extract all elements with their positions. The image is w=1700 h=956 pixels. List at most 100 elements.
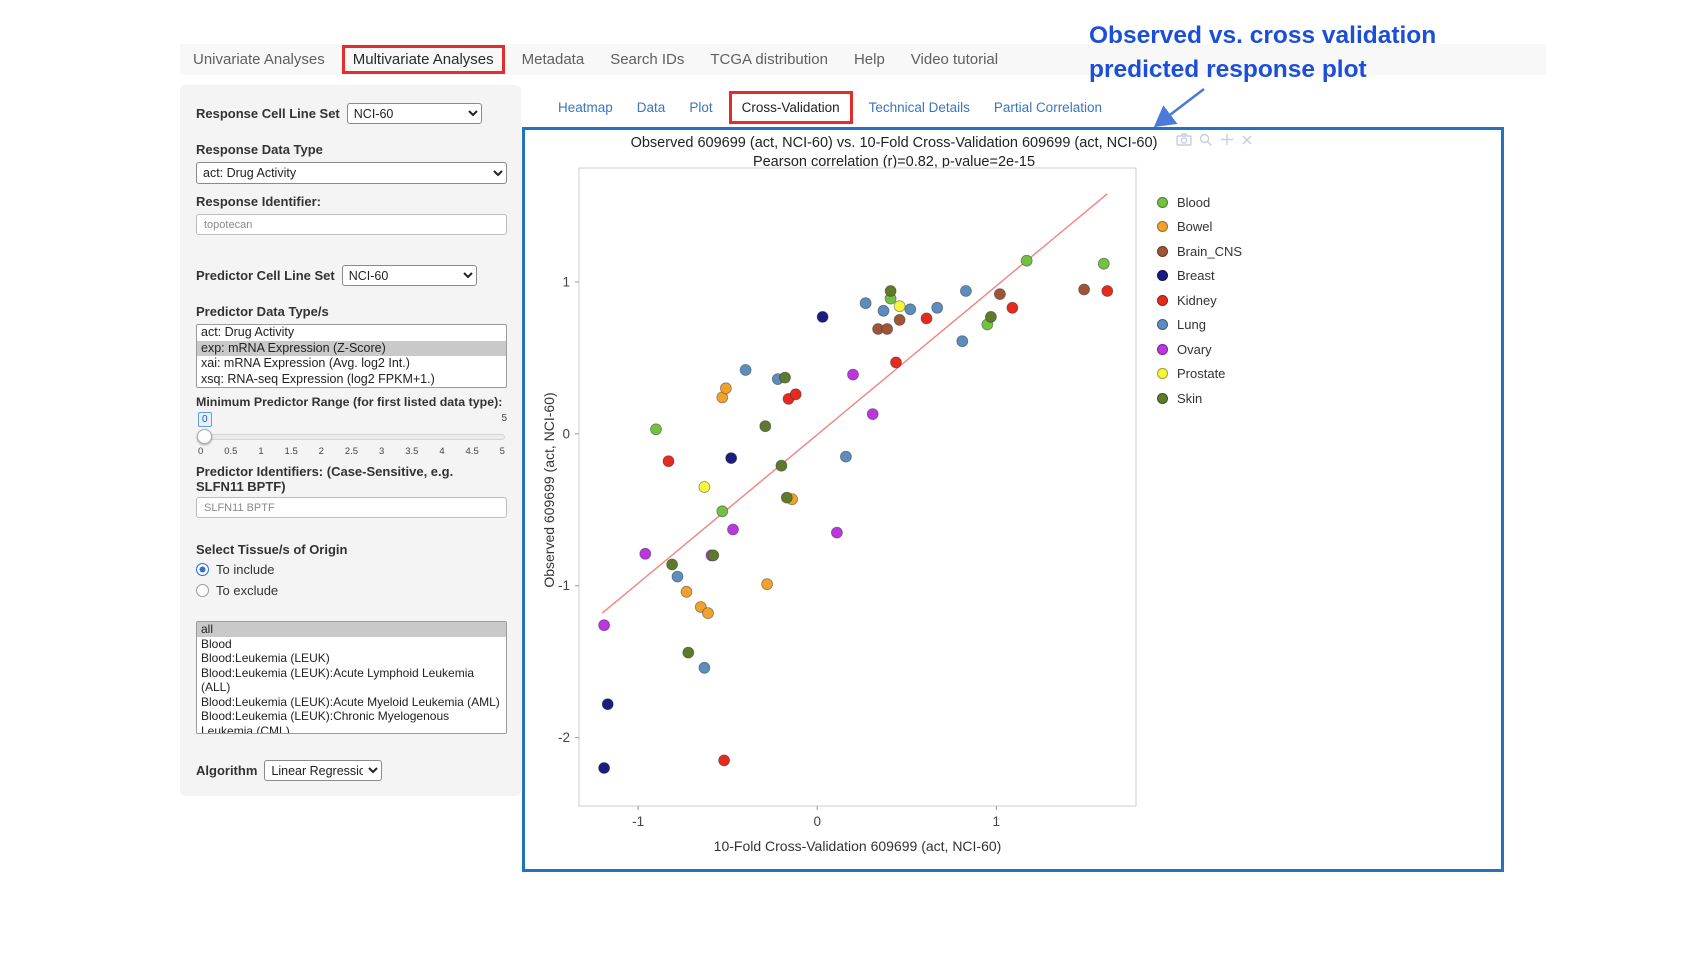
scatter-point[interactable] xyxy=(671,570,684,583)
tissue-option[interactable]: Blood:Leukemia (LEUK):Acute Lymphoid Leu… xyxy=(201,665,475,695)
scatter-point[interactable] xyxy=(601,698,614,711)
scatter-point[interactable] xyxy=(877,304,890,317)
scatter-point[interactable] xyxy=(702,607,714,620)
subtab-partial-correlation[interactable]: Partial Correlation xyxy=(993,99,1102,115)
legend-color-dot xyxy=(1157,245,1168,257)
predictor-data-type-listbox[interactable]: act: Drug Activity exp: mRNA Expression (… xyxy=(196,324,507,388)
tissue-option[interactable]: all xyxy=(197,622,506,637)
close-icon[interactable] xyxy=(1241,134,1253,146)
scatter-point[interactable] xyxy=(666,558,679,571)
legend-item-bowel[interactable]: Bowel xyxy=(1157,215,1242,240)
scatter-point[interactable] xyxy=(859,297,872,310)
scatter-point[interactable] xyxy=(598,619,610,632)
tab-multivariate-analyses[interactable]: Multivariate Analyses xyxy=(341,45,505,74)
scatter-point[interactable] xyxy=(761,578,774,591)
scatter-point[interactable] xyxy=(866,408,879,421)
scatter-point[interactable] xyxy=(1006,301,1019,314)
subtab-data[interactable]: Data xyxy=(636,99,666,115)
scatter-point[interactable] xyxy=(1020,254,1033,267)
scatter-point[interactable] xyxy=(984,310,997,323)
tab-search-ids[interactable]: Search IDs xyxy=(610,51,685,68)
scatter-point[interactable] xyxy=(698,481,711,493)
predictor-identifiers-input[interactable] xyxy=(196,497,507,518)
scatter-point[interactable] xyxy=(739,364,752,376)
scatter-point[interactable] xyxy=(893,300,906,313)
scatter-point[interactable] xyxy=(993,288,1006,301)
tab-univariate-analyses[interactable]: Univariate Analyses xyxy=(193,51,325,68)
scatter-point[interactable] xyxy=(884,285,897,297)
scatter-point[interactable] xyxy=(727,523,739,536)
scatter-point[interactable] xyxy=(789,388,802,401)
scatter-plot[interactable]: -2 -1 0 1 -1 0 1 xyxy=(531,162,1211,862)
legend-item-ovary[interactable]: Ovary xyxy=(1157,337,1242,362)
scatter-point[interactable] xyxy=(904,303,917,316)
scatter-point[interactable] xyxy=(698,661,711,674)
scatter-point[interactable] xyxy=(759,420,772,433)
scatter-point[interactable] xyxy=(931,301,944,314)
scatter-point[interactable] xyxy=(920,312,933,325)
to-include-radio[interactable] xyxy=(196,562,209,576)
predictor-cell-line-set-select[interactable]: NCI-60 xyxy=(341,265,477,286)
scatter-point[interactable] xyxy=(1078,283,1090,296)
scatter-point[interactable] xyxy=(881,323,894,335)
tab-metadata[interactable]: Metadata xyxy=(521,51,585,68)
pan-icon[interactable] xyxy=(1220,133,1234,146)
scatter-point[interactable] xyxy=(707,549,720,562)
scatter-point[interactable] xyxy=(779,371,791,384)
scatter-point[interactable] xyxy=(718,754,731,767)
scatter-point[interactable] xyxy=(682,646,695,659)
legend-item-kidney[interactable]: Kidney xyxy=(1157,288,1242,313)
subtab-cross-validation[interactable]: Cross-Validation xyxy=(728,90,853,124)
tissue-option[interactable]: Blood:Leukemia (LEUK):Acute Myeloid Leuk… xyxy=(201,694,500,709)
legend-item-lung[interactable]: Lung xyxy=(1157,313,1242,338)
slider-handle[interactable] xyxy=(197,429,212,444)
scatter-point[interactable] xyxy=(1101,285,1114,297)
slider-track[interactable] xyxy=(197,429,505,444)
predictor-data-type-option[interactable]: xai: mRNA Expression (Avg. log2 Int.) xyxy=(201,356,410,370)
camera-icon[interactable] xyxy=(1176,133,1192,146)
tissue-option[interactable]: Blood xyxy=(201,636,232,651)
response-cell-line-set-select[interactable]: NCI-60 xyxy=(346,103,482,124)
scatter-point[interactable] xyxy=(959,285,972,297)
to-exclude-radio[interactable] xyxy=(196,583,209,597)
legend-item-prostate[interactable]: Prostate xyxy=(1157,362,1242,387)
scatter-point[interactable] xyxy=(725,452,738,465)
predictor-data-type-option[interactable]: xsq: RNA-seq Expression (log2 FPKM+1.) xyxy=(201,371,435,386)
scatter-point[interactable] xyxy=(650,423,662,436)
tab-tcga-distribution[interactable]: TCGA distribution xyxy=(710,51,828,68)
scatter-point[interactable] xyxy=(780,491,793,504)
predictor-data-type-option[interactable]: exp: mRNA Expression (Z-Score) xyxy=(197,340,506,356)
zoom-icon[interactable] xyxy=(1199,133,1213,146)
subtab-heatmap[interactable]: Heatmap xyxy=(558,99,613,115)
legend-item-breast[interactable]: Breast xyxy=(1157,264,1242,289)
response-identifier-input[interactable] xyxy=(196,214,507,235)
scatter-point[interactable] xyxy=(716,505,729,518)
scatter-point[interactable] xyxy=(680,585,693,598)
legend-item-blood[interactable]: Blood xyxy=(1157,190,1242,215)
subtab-technical-details[interactable]: Technical Details xyxy=(868,99,970,115)
scatter-point[interactable] xyxy=(598,762,610,774)
scatter-point[interactable] xyxy=(719,382,732,395)
scatter-point[interactable] xyxy=(816,310,829,323)
predictor-data-type-option[interactable]: act: Drug Activity xyxy=(201,325,295,339)
scatter-point[interactable] xyxy=(1097,257,1110,270)
tab-video-tutorial[interactable]: Video tutorial xyxy=(910,51,999,68)
scatter-point[interactable] xyxy=(956,335,969,348)
tissue-option[interactable]: Blood:Leukemia (LEUK) xyxy=(201,651,330,665)
tissue-origin-listbox[interactable]: all Blood Blood:Leukemia (LEUK) Blood:Leuke… xyxy=(196,621,507,734)
legend-item-skin[interactable]: Skin xyxy=(1157,386,1242,411)
scatter-point[interactable] xyxy=(893,313,906,326)
scatter-point[interactable] xyxy=(830,526,843,539)
algorithm-select[interactable]: Linear Regression xyxy=(264,760,383,781)
scatter-point[interactable] xyxy=(775,459,788,472)
scatter-point[interactable] xyxy=(890,356,902,369)
scatter-point[interactable] xyxy=(662,455,675,468)
tissue-option[interactable]: Blood:Leukemia (LEUK):Chronic Myelogenou… xyxy=(201,709,450,734)
scatter-point[interactable] xyxy=(639,547,652,560)
legend-item-brain_cns[interactable]: Brain_CNS xyxy=(1157,239,1242,264)
tab-help[interactable]: Help xyxy=(853,51,885,68)
response-data-type-select[interactable]: act: Drug Activity xyxy=(196,162,507,184)
scatter-point[interactable] xyxy=(839,450,852,463)
scatter-point[interactable] xyxy=(847,368,859,381)
subtab-plot[interactable]: Plot xyxy=(689,99,713,115)
